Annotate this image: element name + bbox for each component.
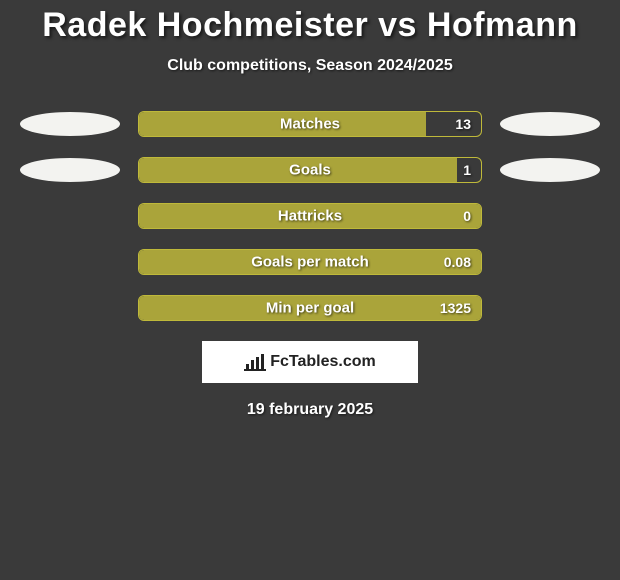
stat-value: 1 xyxy=(463,162,471,178)
brand-name: FcTables.com xyxy=(270,353,376,371)
stat-label: Min per goal xyxy=(139,300,481,317)
stat-bar: Goals per match 0.08 xyxy=(138,249,482,275)
stat-row: Goals per match 0.08 xyxy=(0,249,620,275)
player-left-placeholder xyxy=(20,250,120,274)
brand-logo-box[interactable]: FcTables.com xyxy=(202,341,418,383)
player-left-placeholder xyxy=(20,204,120,228)
stat-bar: Min per goal 1325 xyxy=(138,295,482,321)
date-label: 19 february 2025 xyxy=(0,401,620,419)
stat-label: Matches xyxy=(139,116,481,133)
stat-row: Hattricks 0 xyxy=(0,203,620,229)
stat-bar: Matches 13 xyxy=(138,111,482,137)
player-left-marker xyxy=(20,112,120,136)
stat-bar: Goals 1 xyxy=(138,157,482,183)
player-right-marker xyxy=(500,112,600,136)
stat-label: Goals xyxy=(139,162,481,179)
comparison-card: Radek Hochmeister vs Hofmann Club compet… xyxy=(0,0,620,419)
stat-row: Goals 1 xyxy=(0,157,620,183)
player-right-marker xyxy=(500,158,600,182)
player-right-placeholder xyxy=(500,250,600,274)
stat-value: 13 xyxy=(455,116,471,132)
player-left-placeholder xyxy=(20,296,120,320)
player-left-marker xyxy=(20,158,120,182)
stat-value: 0.08 xyxy=(444,254,471,270)
stat-label: Hattricks xyxy=(139,208,481,225)
page-subtitle: Club competitions, Season 2024/2025 xyxy=(0,57,620,75)
stat-value: 0 xyxy=(463,208,471,224)
page-title: Radek Hochmeister vs Hofmann xyxy=(0,6,620,45)
stat-value: 1325 xyxy=(440,300,471,316)
player-right-placeholder xyxy=(500,204,600,228)
player-right-placeholder xyxy=(500,296,600,320)
stat-row: Min per goal 1325 xyxy=(0,295,620,321)
stat-bar: Hattricks 0 xyxy=(138,203,482,229)
brand-logo-inner: FcTables.com xyxy=(244,353,376,371)
bar-chart-icon xyxy=(244,353,266,371)
stat-label: Goals per match xyxy=(139,254,481,271)
stat-row: Matches 13 xyxy=(0,111,620,137)
